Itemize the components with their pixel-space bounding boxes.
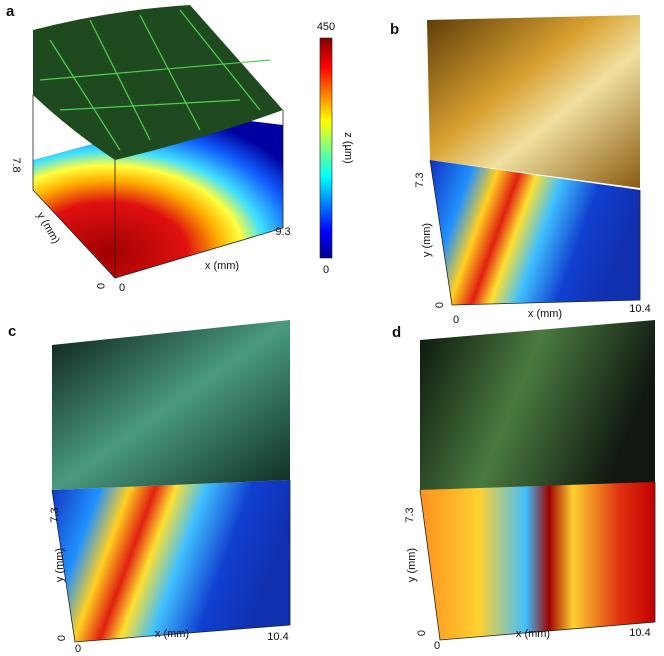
height-map	[420, 480, 655, 640]
y-label: y (mm)	[406, 548, 418, 582]
panel-label: d	[392, 324, 401, 341]
panel-label: c	[8, 323, 16, 340]
height-map	[52, 480, 290, 642]
box-edges	[32, 95, 284, 279]
x-label: x (mm)	[528, 308, 562, 320]
surface-image	[420, 320, 655, 490]
y-origin: 0	[94, 283, 106, 289]
colorbar-min: 0	[323, 264, 329, 276]
x-origin: 0	[75, 643, 81, 655]
x-origin: 0	[453, 314, 459, 326]
height-map	[33, 115, 283, 278]
y-origin: 0	[416, 630, 428, 636]
y-max: 7.3	[404, 507, 416, 522]
box-edges	[429, 159, 641, 306]
x-max: 10.4	[629, 303, 650, 315]
surface-image	[33, 5, 283, 160]
x-max: 10.4	[267, 631, 288, 643]
x-origin: 0	[119, 282, 125, 294]
x-label: x (mm)	[155, 628, 189, 640]
box-edges	[419, 482, 656, 641]
surface-image	[52, 320, 290, 490]
y-origin: 0	[56, 635, 68, 641]
x-origin: 0	[434, 640, 440, 652]
y-max: 7.3	[49, 507, 61, 522]
y-max: 7.8	[10, 157, 22, 172]
colorbar	[319, 37, 333, 259]
height-map	[430, 160, 640, 305]
box-edges	[51, 480, 291, 643]
x-max: 10.4	[629, 627, 650, 639]
x-label: x (mm)	[516, 628, 550, 640]
y-label: y (mm)	[421, 223, 433, 257]
panel-label: b	[390, 21, 399, 38]
panel-label: a	[6, 3, 15, 20]
x-label: x (mm)	[205, 260, 239, 272]
colorbar-max: 450	[317, 21, 335, 33]
y-origin: 0	[434, 302, 446, 308]
y-max: 7.3	[414, 172, 426, 187]
colorbar-label: z (µm)	[342, 132, 354, 163]
surface-image	[427, 15, 640, 188]
y-label: y (mm)	[54, 548, 66, 582]
x-max: 9.3	[275, 226, 290, 238]
veins	[39, 9, 271, 151]
